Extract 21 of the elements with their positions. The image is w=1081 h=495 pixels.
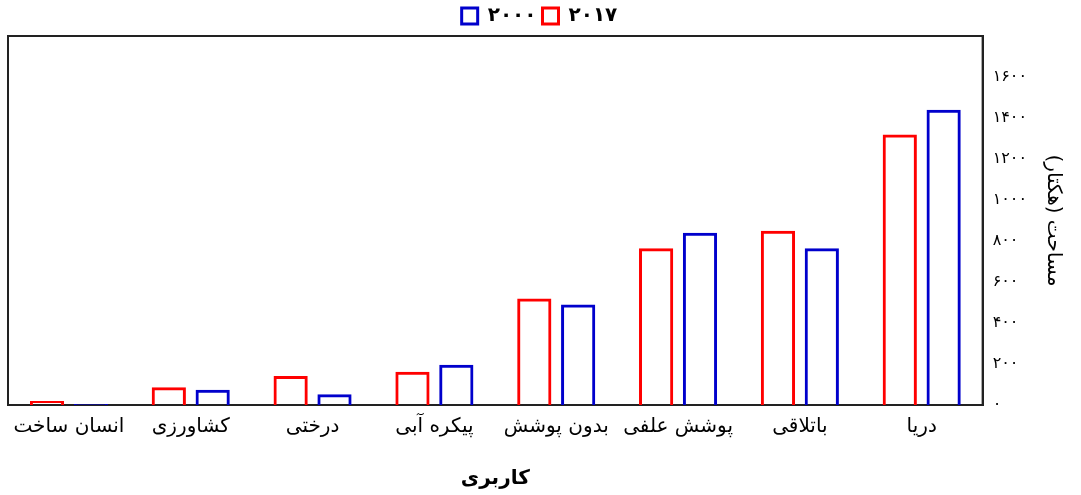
x-tick-label: انسان ساخت [13,413,125,438]
x-axis-title: کاربری [460,465,531,490]
legend-label: ۲۰۱۷ [568,2,618,27]
y-tick-label: ۱۲۰۰ [992,148,1027,168]
y-tick-label: ۰ [992,394,1002,414]
y-axis-title: مساحت (هکتار) [1042,154,1067,287]
y-tick-label: ۸۰۰ [992,230,1019,250]
x-tick-label: باتلاقی [772,413,828,438]
y-tick-label: ۱۰۰۰ [992,189,1027,209]
x-tick-label: پیکره آبی [395,412,474,439]
y-tick-label: ۶۰۰ [992,271,1019,291]
x-tick-label: درختی [285,413,340,438]
y-tick-label: ۲۰۰ [992,353,1019,373]
x-tick-label: دریا [906,413,937,438]
y-tick-label: ۴۰۰ [992,312,1019,332]
y-tick-label: ۱۶۰۰ [992,66,1027,86]
y-tick-label: ۱۴۰۰ [992,107,1027,127]
x-tick-label: بدون پوشش [503,413,609,439]
x-tick-label: کشاورزی [151,413,231,438]
legend-label: ۲۰۰۰ [487,2,537,27]
x-tick-label: پوشش علفی [623,413,733,439]
